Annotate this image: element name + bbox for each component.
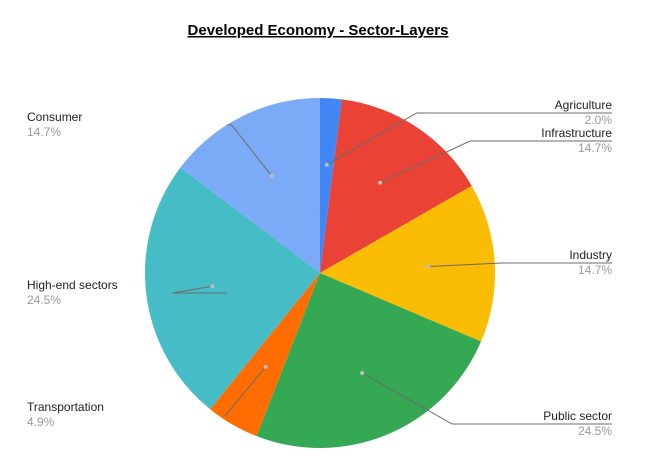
leader-line-industry <box>428 262 612 268</box>
pie-slice-high-end-sectors[interactable] <box>145 167 320 410</box>
slice-label-transportation: Transportation <box>27 400 104 414</box>
slice-value-high-end-sectors: 24.5% <box>27 293 61 307</box>
slice-label-public-sector: Public sector <box>543 409 612 423</box>
slice-value-agriculture: 2.0% <box>585 113 613 127</box>
leader-line-public-sector <box>361 372 612 425</box>
chart-title: Developed Economy - Sector-Layers <box>188 22 449 39</box>
leader-dot-infrastructure <box>378 180 383 185</box>
leader-dot-high-end-sectors <box>210 284 215 289</box>
pie-slice-public-sector[interactable] <box>256 273 482 448</box>
slice-value-industry: 14.7% <box>578 263 612 277</box>
leader-line-high-end-sectors <box>172 285 227 294</box>
slice-label-consumer: Consumer <box>27 110 82 124</box>
slice-label-infrastructure: Infrastructure <box>541 126 612 140</box>
slice-label-high-end-sectors: High-end sectors <box>27 278 118 292</box>
leader-dot-industry <box>426 264 431 269</box>
leader-line-transportation <box>224 366 267 416</box>
slice-label-agriculture: Agriculture <box>555 98 613 112</box>
pie-slice-consumer[interactable] <box>180 98 320 273</box>
slice-value-public-sector: 24.5% <box>578 424 612 438</box>
pie-slice-infrastructure[interactable] <box>320 99 472 273</box>
slice-label-industry: Industry <box>569 248 612 262</box>
pie-slice-industry[interactable] <box>320 185 496 342</box>
slice-value-consumer: 14.7% <box>27 125 61 139</box>
slice-value-infrastructure: 14.7% <box>578 141 612 155</box>
leader-line-infrastructure <box>379 140 612 184</box>
leader-dot-public-sector <box>360 370 365 375</box>
pie-slice-transportation[interactable] <box>210 273 320 437</box>
leader-line-consumer <box>227 124 273 177</box>
leader-dot-agriculture <box>324 162 329 167</box>
slice-value-transportation: 4.9% <box>27 415 55 429</box>
leader-dot-transportation <box>263 364 268 369</box>
leader-dot-consumer <box>269 173 274 178</box>
pie-slice-agriculture[interactable] <box>320 98 342 273</box>
pie-slices <box>145 98 496 448</box>
slice-labels: Agriculture2.0%Infrastructure14.7%Indust… <box>27 98 612 438</box>
leader-line-agriculture <box>326 112 612 166</box>
